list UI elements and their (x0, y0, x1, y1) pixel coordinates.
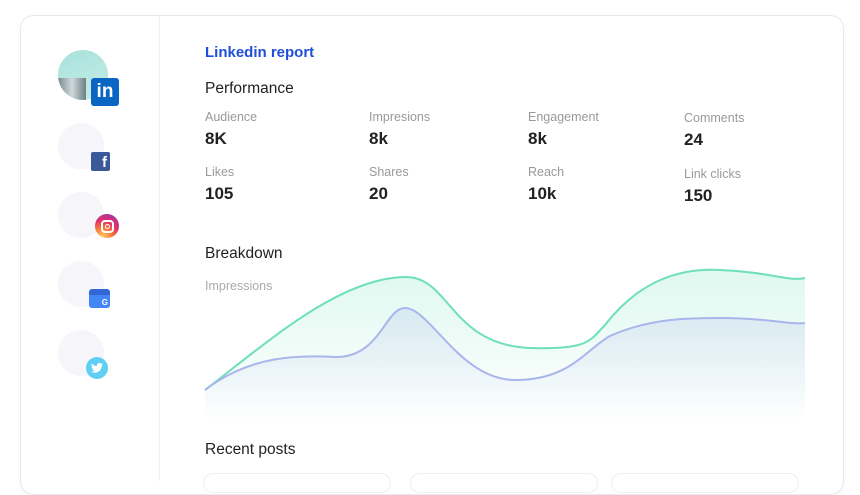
metric-shares: Shares 20 (369, 165, 409, 204)
google-my-business-icon: G (89, 289, 110, 308)
metric-label: Likes (205, 165, 235, 179)
metric-label: Reach (528, 165, 565, 179)
metric-value: 8k (528, 129, 547, 148)
post-card[interactable] (203, 473, 391, 493)
report-title: Linkedin report (205, 44, 315, 61)
secondary-line (204, 306, 806, 391)
sidebar-divider (159, 16, 160, 481)
metric-engagement: Engagement 8k (528, 110, 599, 149)
metric-value: 105 (205, 184, 234, 203)
metric-audience: Audience 8K (205, 110, 257, 149)
metric-label: Engagement (528, 110, 599, 124)
metric-label: Shares (369, 165, 409, 179)
metric-value: 8k (369, 129, 388, 148)
metric-label: Impresions (369, 110, 431, 124)
metric-comments: Comments 24 (684, 111, 744, 150)
metric-label: Audience (205, 110, 258, 124)
metric-reach: Reach 10k (528, 165, 564, 204)
series-label: Impressions (205, 279, 273, 293)
linkedin-icon: in (91, 78, 119, 106)
primary-line (204, 268, 806, 391)
recent-posts-heading: Recent posts (205, 441, 296, 458)
performance-heading: Performance (205, 80, 294, 97)
avatar-photo (58, 78, 86, 100)
metric-label: Link clicks (684, 167, 741, 181)
twitter-icon (86, 357, 108, 379)
metric-value: 150 (684, 186, 713, 205)
secondary-area (205, 308, 805, 420)
post-card[interactable] (410, 473, 598, 493)
facebook-icon: f (91, 152, 110, 171)
metric-label: Comments (684, 111, 745, 125)
metric-value: 20 (369, 184, 388, 203)
account-linkedin[interactable] (58, 50, 108, 100)
metric-value: 24 (684, 130, 703, 149)
metric-link-clicks: Link clicks 150 (684, 167, 741, 206)
metric-value: 10k (528, 184, 557, 203)
post-card[interactable] (611, 473, 799, 493)
metric-likes: Likes 105 (205, 165, 234, 204)
metric-impressions: Impresions 8k (369, 110, 430, 149)
breakdown-chart (204, 268, 806, 420)
instagram-icon (95, 214, 119, 238)
breakdown-heading: Breakdown (205, 245, 283, 262)
metric-value: 8K (205, 129, 227, 148)
